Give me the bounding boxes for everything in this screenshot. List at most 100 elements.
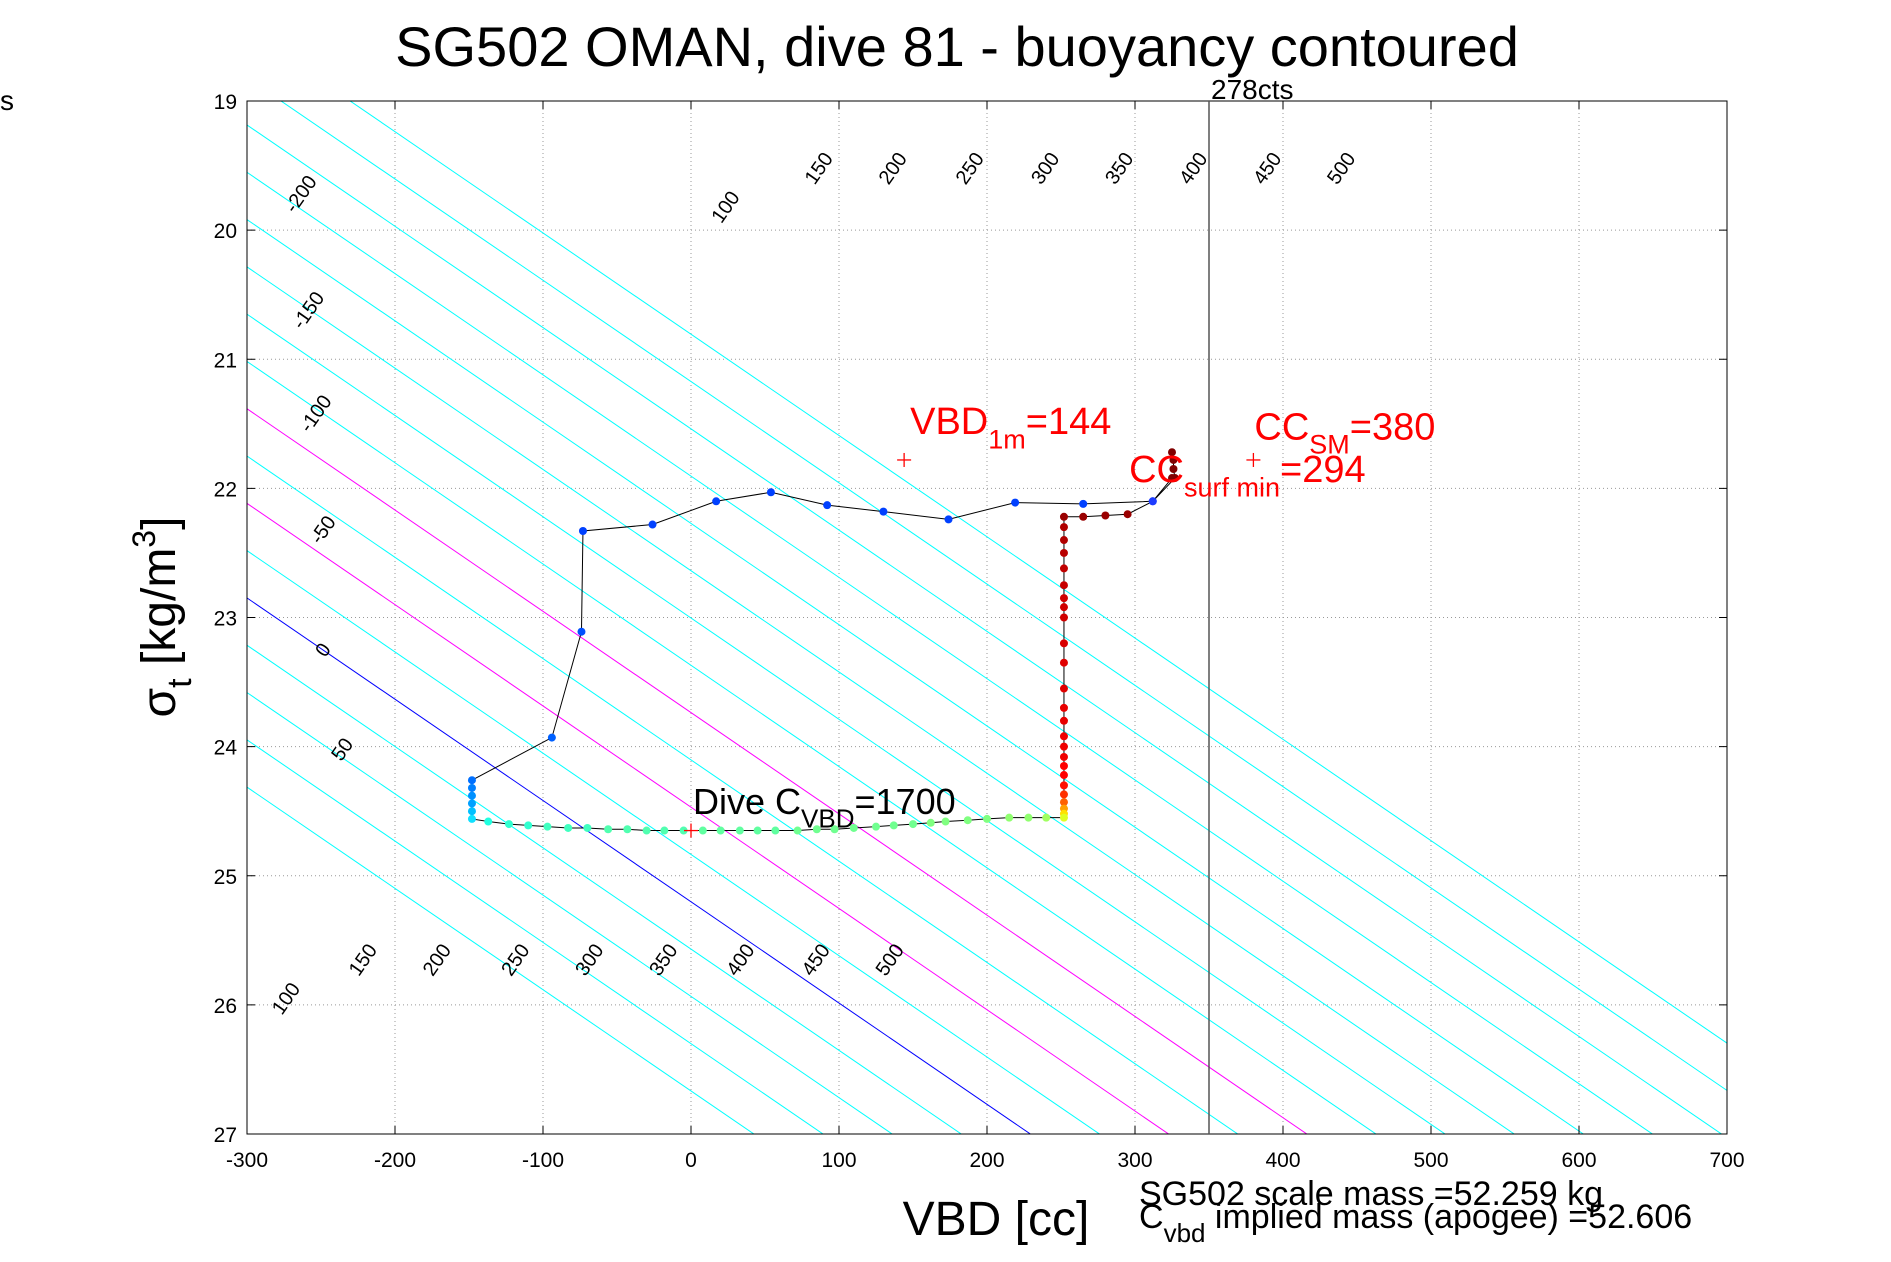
profile-point <box>944 515 953 524</box>
profile-point <box>1059 771 1068 780</box>
profile-point <box>1101 511 1110 520</box>
profile-point <box>926 818 935 827</box>
profile-point <box>1059 523 1068 532</box>
profile-point <box>577 627 586 636</box>
contour-line <box>247 502 1170 1134</box>
profile-point <box>1059 658 1068 667</box>
profile-point <box>766 488 775 497</box>
profile-point <box>1059 716 1068 725</box>
contour-label: 250 <box>497 940 534 980</box>
profile-point <box>1059 548 1068 557</box>
dive-c-label: Dive CVBD=1700 <box>693 781 956 834</box>
chart-title: SG502 OMAN, dive 81 - buoyancy contoured <box>395 15 1519 78</box>
profile-point <box>1059 536 1068 545</box>
profile-point <box>753 826 762 835</box>
y-label-sigma: σ <box>133 688 186 718</box>
contour-line <box>247 691 894 1134</box>
profile-point <box>1148 497 1157 506</box>
y-tick-label: 27 <box>214 1124 237 1147</box>
x-tick-label: -200 <box>374 1149 416 1172</box>
profile-point <box>679 826 688 835</box>
profile-point <box>1168 474 1176 483</box>
grid-lines <box>247 101 1727 1134</box>
contour-label: 500 <box>872 940 909 980</box>
y-tick-label: 26 <box>214 995 237 1018</box>
profile-point <box>830 825 839 834</box>
corner-text: s <box>0 85 14 116</box>
profile-point <box>1059 798 1068 807</box>
profile-point <box>660 826 669 835</box>
profile-point <box>543 822 552 831</box>
profile-point <box>547 733 556 742</box>
x-tick-label: 300 <box>1117 1149 1152 1172</box>
contour-line <box>247 313 1446 1134</box>
y-tick-label: 19 <box>214 91 237 114</box>
footer-implied-mass: Cvbd implied mass (apogee) =52.606 <box>1139 1198 1692 1248</box>
y-tick-label: 21 <box>214 349 237 372</box>
profile-point <box>1079 499 1088 508</box>
contour-label: 400 <box>1175 149 1212 189</box>
profile-point <box>1169 455 1178 464</box>
cc-sm-label: CCSM=380 <box>1254 406 1435 459</box>
profile-point <box>1169 465 1178 474</box>
contour-label: 250 <box>952 149 989 189</box>
profile-point <box>698 826 707 835</box>
x-axis-label: VBD [cc] <box>903 1193 1090 1246</box>
profile-point <box>467 814 476 823</box>
vbd1m-label: VBD1m=144 <box>910 401 1111 454</box>
profile-point <box>1059 684 1068 693</box>
profile-point <box>1059 603 1068 612</box>
profile-point <box>1059 594 1068 603</box>
contour-line <box>280 101 1727 1092</box>
contour-label: 200 <box>419 940 456 980</box>
contour-label: 150 <box>801 149 838 189</box>
profile-point <box>872 822 880 831</box>
profile-point <box>578 526 587 535</box>
x-tick-label: -300 <box>226 1149 268 1172</box>
contour-line <box>247 266 1516 1134</box>
y-tick-label: 22 <box>214 478 237 501</box>
profile-point <box>648 520 657 529</box>
profile-point <box>1059 813 1068 822</box>
contour-line <box>247 408 1308 1134</box>
profile-point <box>1059 742 1068 751</box>
contour-label: 200 <box>875 149 912 189</box>
contour-label: 100 <box>707 187 744 227</box>
profile-point <box>1168 448 1176 457</box>
y-tick-label: 23 <box>214 608 237 631</box>
contour-label: -100 <box>296 391 337 436</box>
contour-label: 350 <box>645 940 682 980</box>
contour-label: 450 <box>798 940 835 980</box>
contour-line <box>247 597 1032 1134</box>
y-tick-label: 24 <box>214 737 238 760</box>
contour-line <box>247 171 1654 1134</box>
profile-point <box>963 816 972 825</box>
profile-point <box>642 826 651 835</box>
profile-point <box>879 507 888 516</box>
contour-line <box>247 644 963 1134</box>
contour-label: 150 <box>345 940 382 980</box>
profile-point <box>941 817 950 826</box>
x-tick-label: 700 <box>1709 1149 1744 1172</box>
profile-point <box>1042 813 1051 822</box>
contour-label: 500 <box>1323 149 1360 189</box>
svg-text:σt [kg/m3]: σt [kg/m3] <box>126 517 199 718</box>
x-tick-label: 0 <box>685 1149 697 1172</box>
contour-line <box>247 550 1101 1134</box>
profile-point <box>793 826 802 835</box>
contour-label: 50 <box>327 734 358 765</box>
cc-surf-min-label: CCsurf min=294 <box>1129 449 1366 502</box>
y-label-unit: [kg/m <box>133 548 186 679</box>
contour-labels: -200 -150 -100 -50 0 50 100 150 200 250 300 350 400 4… <box>268 149 1360 1019</box>
contour-label: 450 <box>1249 149 1286 189</box>
profile-point <box>1059 613 1068 622</box>
profile-point <box>889 821 898 830</box>
profile-point <box>467 799 476 808</box>
implied-main: C <box>1139 1198 1164 1236</box>
dive-profile <box>467 448 1179 835</box>
axis-ticks: -300 -200 -100 0 100 200 300 400 500 600 700192021… <box>214 91 1745 1172</box>
x-tick-label: 200 <box>969 1149 1004 1172</box>
